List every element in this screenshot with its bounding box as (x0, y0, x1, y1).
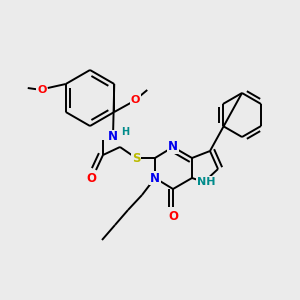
Text: N: N (168, 140, 178, 154)
Text: O: O (86, 172, 96, 184)
Text: H: H (121, 127, 129, 137)
Text: S: S (132, 152, 140, 164)
Text: O: O (130, 95, 140, 105)
Text: O: O (37, 85, 46, 95)
Text: N: N (108, 130, 118, 143)
Text: O: O (168, 211, 178, 224)
Text: NH: NH (197, 177, 215, 187)
Text: N: N (150, 172, 160, 184)
